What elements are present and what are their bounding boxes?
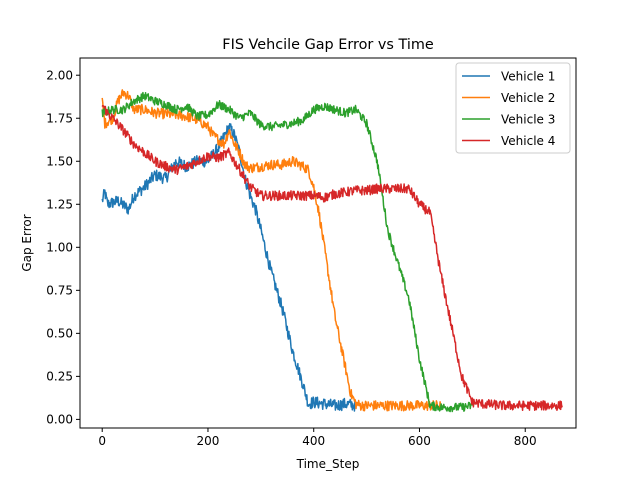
x-tick-label: 200 [197,434,220,448]
legend-label: Vehicle 3 [501,112,555,126]
y-tick-label: 1.00 [46,241,73,255]
series-line-vehicle-3 [101,91,474,413]
x-tick-label: 600 [408,434,431,448]
x-tick-label: 400 [302,434,325,448]
legend: Vehicle 1 Vehicle 2 Vehicle 3 Vehicle 4 [455,62,571,154]
y-axis-label: Gap Error [20,214,34,271]
x-tick-label: 0 [98,434,106,448]
y-tick-label: 0.00 [46,413,73,427]
legend-box [455,62,571,154]
y-axis: 0.00 0.25 0.50 0.75 1.00 1.25 1.50 1.75 2.00 [46,69,80,427]
chart-title: FIS Vehcile Gap Error vs Time [222,37,434,53]
plot-area [101,89,563,413]
y-tick-label: 0.25 [46,370,73,384]
x-axis: 0 200 400 600 800 [98,428,537,448]
series-line-vehicle-2 [101,89,442,412]
legend-label: Vehicle 2 [501,91,555,105]
x-tick-label: 800 [514,434,537,448]
series-line-vehicle-4 [101,104,563,412]
y-tick-label: 0.50 [46,327,73,341]
y-tick-label: 0.75 [46,284,73,298]
y-tick-label: 1.25 [46,198,73,212]
x-axis-label: Time_Step [296,457,360,471]
y-tick-label: 1.75 [46,112,73,126]
legend-label: Vehicle 1 [501,69,555,83]
plot-frame [79,57,577,429]
legend-label: Vehicle 4 [501,134,555,148]
y-tick-label: 2.00 [46,69,73,83]
y-tick-label: 1.50 [46,155,73,169]
